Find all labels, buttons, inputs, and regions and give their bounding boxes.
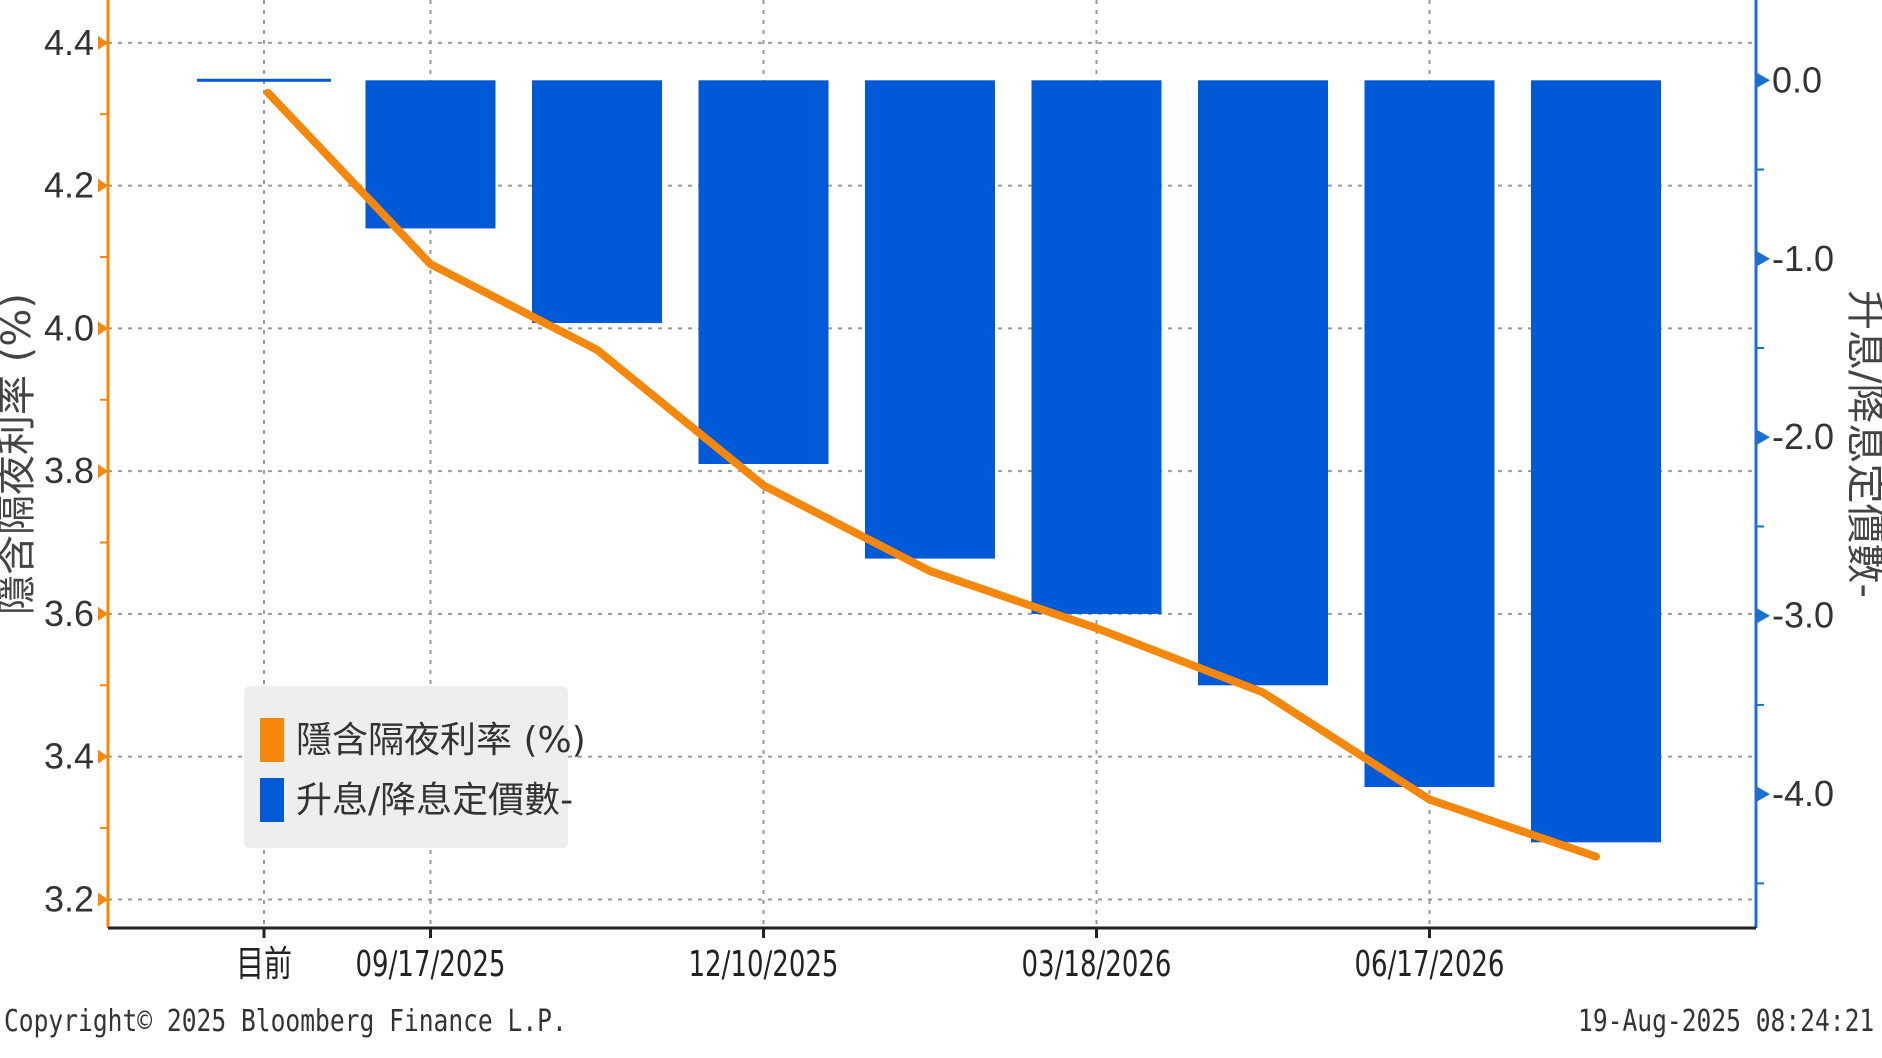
legend-label: 升息/降息定價數- (296, 780, 573, 821)
right-tick-marker (1756, 786, 1770, 803)
line-series (264, 88, 1600, 861)
right-tick-marker (1756, 607, 1770, 624)
left-tick-marker (98, 35, 108, 50)
x-tick-label: 目前 (236, 944, 292, 985)
x-tick-label: 03/18/2026 (1022, 944, 1172, 985)
line-point (929, 570, 931, 572)
right-tick-label: -3.0 (1772, 595, 1834, 636)
bar (865, 80, 995, 559)
line-point (596, 349, 598, 351)
line-point (1262, 691, 1264, 693)
right-tick-label: -4.0 (1772, 773, 1834, 814)
left-tick-label: 3.6 (44, 593, 94, 634)
bar (1198, 80, 1328, 686)
legend-swatch (260, 718, 284, 762)
line-point (763, 484, 764, 486)
bar (698, 80, 829, 465)
left-tick-marker (98, 321, 108, 336)
line-point (1429, 799, 1430, 801)
line-point (267, 92, 269, 94)
right-tick-label: -2.0 (1772, 416, 1834, 457)
bar (1031, 80, 1162, 614)
bar (532, 80, 662, 324)
left-axis-label: 隱含隔夜利率 (%) (0, 293, 40, 615)
line-point (430, 263, 431, 265)
legend-swatch (260, 778, 284, 822)
left-tick-marker (98, 749, 108, 764)
line-point (1096, 627, 1097, 629)
left-tick-label: 3.8 (44, 450, 94, 491)
left-tick-label: 4.0 (44, 307, 94, 348)
bloomberg-rate-chart: 4.4 4.2 4.0 3.8 3.6 3.4 3.2 隱含隔夜利率 (%) 0.0 -1.0 -2… (0, 0, 1882, 985)
line-point (1595, 856, 1597, 858)
bar (365, 80, 496, 229)
left-tick-marker (98, 464, 108, 479)
copyright-text: Copyright© 2025 Bloomberg Finance L.P. (4, 1004, 567, 1039)
bar-series (197, 78, 1661, 843)
axes: 4.4 4.2 4.0 3.8 3.6 3.4 3.2 隱含隔夜利率 (%) 0.0 -1.0 -2… (0, 0, 1882, 985)
x-tick-label: 06/17/2026 (1355, 944, 1505, 985)
right-tick-marker (1756, 429, 1770, 446)
left-tick-marker (98, 892, 108, 907)
right-axis-label: 升息/降息定價數- (1842, 290, 1882, 598)
bar (1531, 80, 1661, 843)
bar (1364, 80, 1495, 788)
left-tick-label: 3.2 (44, 878, 94, 919)
right-tick-marker (1756, 250, 1770, 267)
left-tick-marker (98, 606, 108, 621)
legend: 隱含隔夜利率 (%) 升息/降息定價數- (244, 686, 586, 848)
left-tick-marker (98, 178, 108, 193)
right-tick-label: -1.0 (1772, 238, 1834, 279)
left-tick-label: 4.2 (44, 165, 94, 206)
right-tick-marker (1756, 72, 1770, 89)
right-tick-label: 0.0 (1772, 59, 1822, 100)
legend-box (244, 686, 568, 848)
left-tick-label: 4.4 (44, 22, 94, 63)
legend-label: 隱含隔夜利率 (%) (296, 720, 586, 761)
x-tick-label: 09/17/2025 (356, 944, 506, 985)
x-tick-label: 12/10/2025 (689, 944, 839, 985)
timestamp-text: 19-Aug-2025 08:24:21 (1577, 1004, 1874, 1039)
left-tick-label: 3.4 (44, 736, 94, 777)
